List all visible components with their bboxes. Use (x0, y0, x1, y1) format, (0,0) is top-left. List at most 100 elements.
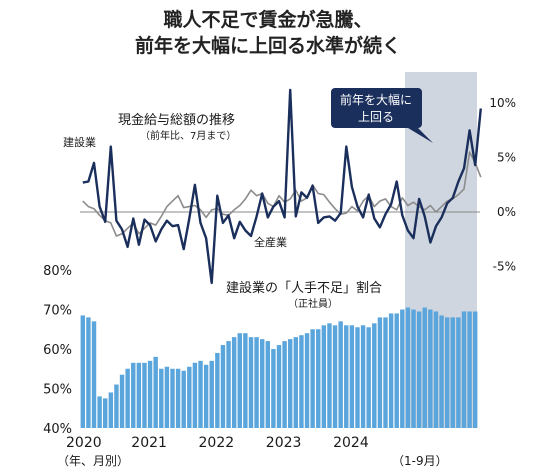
bar (276, 345, 282, 428)
bar (248, 337, 254, 428)
bar (456, 317, 461, 428)
bar (461, 311, 467, 428)
bar (400, 309, 405, 428)
bar (209, 360, 214, 428)
bar (349, 325, 355, 428)
annotation-callout: 前年を大幅に 上回る (331, 88, 433, 143)
bar (288, 339, 293, 429)
bar (366, 327, 371, 428)
x-axis-year-label: 2024 (333, 435, 369, 451)
bar (187, 366, 192, 428)
bar (164, 366, 170, 428)
bar (80, 315, 86, 428)
bar (243, 333, 248, 428)
bar (131, 362, 136, 428)
bar (388, 313, 394, 428)
bar (259, 339, 265, 429)
x-axis-year-label: 2020 (66, 435, 102, 451)
x-axis-year-label: 2023 (266, 435, 302, 451)
bar (142, 362, 147, 428)
bar (86, 317, 91, 428)
bar (265, 341, 270, 428)
callout-box (331, 88, 422, 128)
callout-pointer (408, 128, 433, 143)
bar (316, 329, 321, 428)
bar (332, 325, 338, 428)
left-axis-tick-label: 60% (43, 343, 72, 358)
bar (231, 337, 237, 428)
x-axis-year-label: 2022 (199, 435, 235, 451)
bar (299, 335, 304, 428)
legend-all-industries: 全産業 (254, 235, 287, 249)
bar (444, 317, 450, 428)
x-axis-year-labels: 2020 2021 2022 2023 2024 (66, 435, 369, 451)
left-axis-tick-label: 50% (43, 383, 72, 398)
right-axis-tick-label: 0% (497, 205, 516, 219)
left-axis-tick-label: 40% (43, 422, 72, 437)
bar (282, 341, 287, 428)
bar (450, 317, 455, 428)
bar-series (80, 307, 478, 429)
chart-title-line-1: 職人不足で賃金が急騰、 (163, 8, 372, 31)
line-chart-title: 現金給与総額の推移 (118, 112, 235, 128)
right-axis-tick-label: 5% (497, 151, 516, 165)
bar (416, 311, 422, 428)
bar (338, 321, 343, 428)
bar (472, 311, 478, 428)
bar (321, 325, 327, 428)
bar (360, 325, 366, 428)
left-axis-tick-label: 70% (43, 304, 72, 319)
bar (153, 356, 158, 428)
bar (119, 374, 125, 428)
bar (377, 317, 383, 428)
bar (422, 307, 427, 428)
bar (372, 323, 377, 428)
bar-chart-title: 建設業の「人手不足」割合 (226, 280, 382, 296)
bar (125, 368, 130, 428)
bar (91, 321, 97, 428)
bar (304, 333, 310, 428)
bar-chart-subtitle: （正社員） (288, 297, 338, 310)
bar (215, 352, 220, 428)
left-axis-ticks: 80% 70% 60% 50% 40% (43, 264, 72, 437)
left-axis-tick-label: 80% (43, 264, 72, 279)
bar (293, 337, 299, 428)
bar (103, 398, 108, 429)
bar (327, 323, 332, 428)
bar (97, 396, 102, 428)
bar (220, 345, 226, 428)
bar (383, 317, 388, 428)
right-axis-ticks: 10% 5% 0% -5% (489, 96, 516, 274)
x-axis-right-note: （1-9月） (392, 454, 448, 468)
bar (198, 360, 203, 428)
bar (411, 309, 416, 428)
bar (147, 360, 153, 428)
bar (170, 368, 175, 428)
line-chart-subtitle: （前年比、7月まで） (140, 129, 236, 142)
callout-text-line-1: 前年を大幅に (340, 92, 412, 107)
bar (467, 311, 472, 428)
bar (114, 384, 119, 428)
callout-text-line-2: 上回る (358, 110, 394, 124)
bar (310, 329, 315, 428)
bar (433, 311, 439, 428)
bar (108, 392, 114, 428)
bar (405, 307, 411, 428)
bar (159, 368, 164, 428)
bar (136, 362, 142, 428)
bar (439, 315, 444, 428)
chart-title-line-2: 前年を大幅に上回る水準が続く (135, 34, 401, 57)
bar (192, 362, 198, 428)
bar (203, 364, 209, 428)
bar (428, 309, 433, 428)
bar (226, 341, 231, 428)
bar (237, 333, 242, 428)
bar (394, 313, 399, 428)
bar (181, 370, 186, 428)
right-axis-tick-label: 10% (489, 96, 516, 110)
bar (344, 325, 349, 428)
x-axis-left-note: （年、月別） (57, 454, 129, 468)
x-axis-year-label: 2021 (131, 435, 167, 451)
bar (271, 349, 276, 428)
